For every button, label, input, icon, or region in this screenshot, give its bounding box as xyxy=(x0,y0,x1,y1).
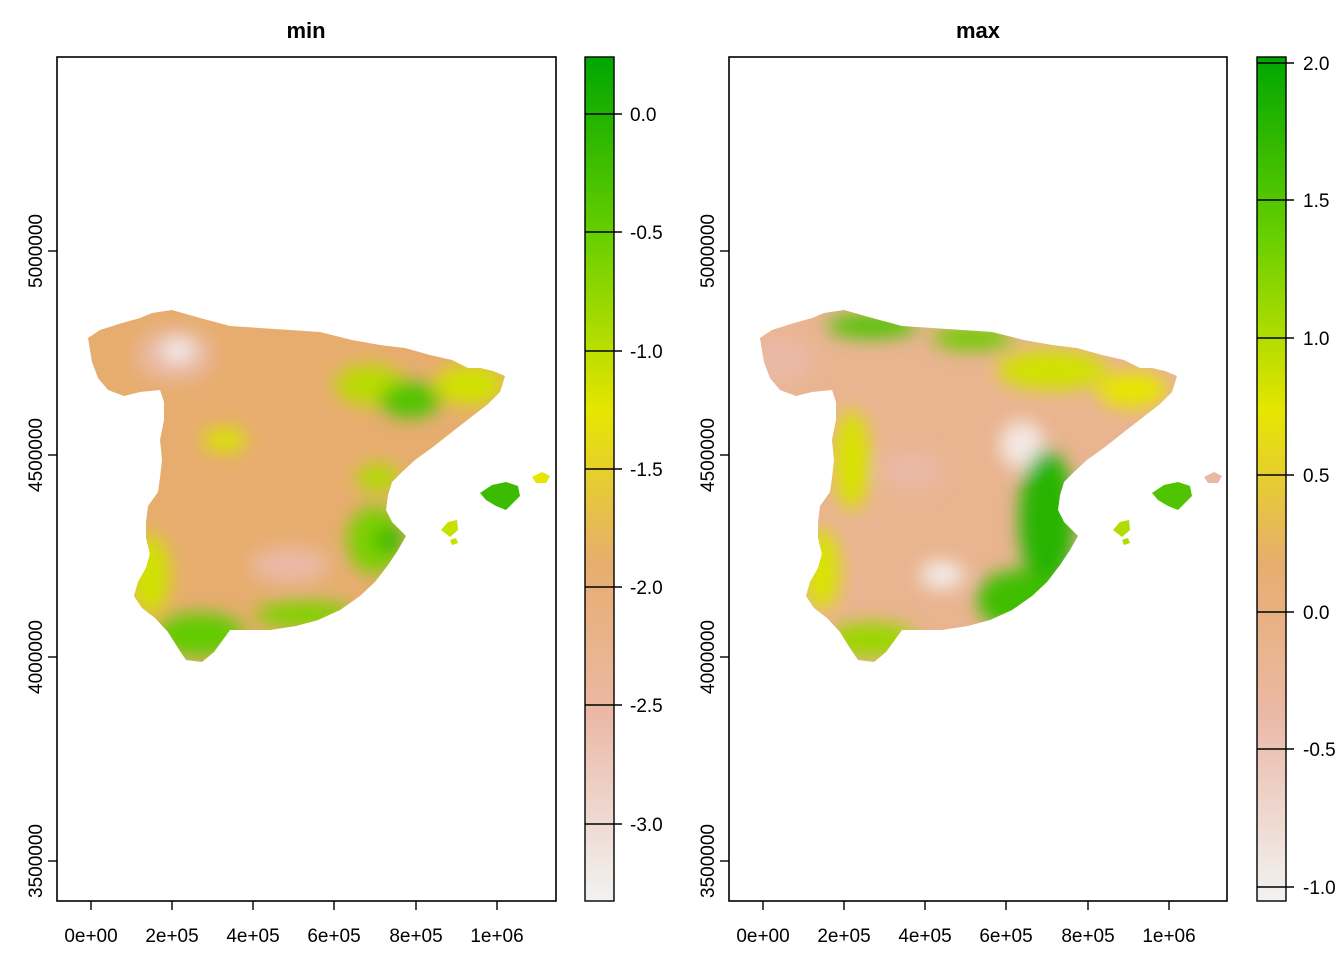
legend-tick-label: 2.0 xyxy=(1303,54,1329,75)
x-tick-label: 6e+05 xyxy=(307,926,360,947)
legend-tick-label: 1.5 xyxy=(1303,191,1329,212)
menorca-raster xyxy=(532,472,550,483)
menorca-raster xyxy=(1204,472,1222,483)
y-tick-label: 4000000 xyxy=(26,620,47,694)
mallorca-raster xyxy=(480,482,520,510)
x-tick-label: 4e+05 xyxy=(226,926,279,947)
raster-detail xyxy=(130,329,505,657)
legend-tick-label: 0.0 xyxy=(1303,603,1329,624)
ibiza-raster xyxy=(441,520,458,537)
mallorca-raster xyxy=(1152,482,1192,510)
legend-tick-label: -1.0 xyxy=(1303,878,1336,899)
y-axis: 3500000 4000000 4500000 5000000 xyxy=(698,214,729,898)
x-tick-label: 4e+05 xyxy=(898,926,951,947)
y-tick-label: 3500000 xyxy=(698,824,719,898)
raster-map xyxy=(760,310,1222,662)
legend-tick-label: -2.5 xyxy=(630,696,663,717)
x-tick-label: 8e+05 xyxy=(1061,926,1114,947)
x-axis: 0e+00 2e+05 4e+05 6e+05 8e+05 1e+06 xyxy=(736,901,1196,947)
x-tick-label: 2e+05 xyxy=(817,926,870,947)
legend-tick-label: -3.0 xyxy=(630,815,663,836)
legend-tick-label: 0.5 xyxy=(1303,466,1329,487)
y-tick-label: 4000000 xyxy=(698,620,719,694)
formentera-raster xyxy=(1122,538,1130,545)
panel-title: min xyxy=(286,18,325,43)
x-tick-label: 0e+00 xyxy=(64,926,117,947)
color-legend: 0.0 -0.5 -1.0 -1.5 -2.0 -2.5 -3.0 xyxy=(584,56,663,902)
raster-map xyxy=(88,310,550,662)
legend-tick-label: 1.0 xyxy=(1303,329,1329,350)
y-tick-label: 5000000 xyxy=(698,214,719,288)
x-axis: 0e+00 2e+05 4e+05 6e+05 8e+05 1e+06 xyxy=(64,901,524,947)
x-tick-label: 8e+05 xyxy=(389,926,442,947)
panel-max: max xyxy=(698,18,1336,947)
legend-bar xyxy=(1256,56,1287,902)
x-tick-label: 6e+05 xyxy=(979,926,1032,947)
x-tick-label: 1e+06 xyxy=(1142,926,1195,947)
x-tick-label: 2e+05 xyxy=(145,926,198,947)
panel-title: max xyxy=(956,18,1001,43)
color-legend: 2.0 1.5 1.0 0.5 0.0 -0.5 -1.0 xyxy=(1256,54,1336,902)
plot-frame xyxy=(56,56,557,902)
raster-detail xyxy=(760,314,1167,658)
y-axis: 3500000 4000000 4500000 5000000 xyxy=(26,214,57,898)
legend-tick-label: -0.5 xyxy=(630,223,663,244)
x-tick-label: 0e+00 xyxy=(736,926,789,947)
formentera-raster xyxy=(450,538,458,545)
x-tick-label: 1e+06 xyxy=(470,926,523,947)
y-tick-label: 4500000 xyxy=(698,418,719,492)
plot-frame xyxy=(728,56,1228,902)
legend-tick-label: -1.5 xyxy=(630,460,663,481)
legend-bar xyxy=(584,56,615,902)
ibiza-raster xyxy=(1113,520,1130,537)
legend-tick-label: -2.0 xyxy=(630,578,663,599)
legend-tick-label: -0.5 xyxy=(1303,740,1336,761)
panel-min: min xyxy=(26,18,663,947)
y-tick-label: 4500000 xyxy=(26,418,47,492)
legend-tick-label: 0.0 xyxy=(630,105,656,126)
legend-tick-label: -1.0 xyxy=(630,342,663,363)
y-tick-label: 5000000 xyxy=(26,214,47,288)
y-tick-label: 3500000 xyxy=(26,824,47,898)
